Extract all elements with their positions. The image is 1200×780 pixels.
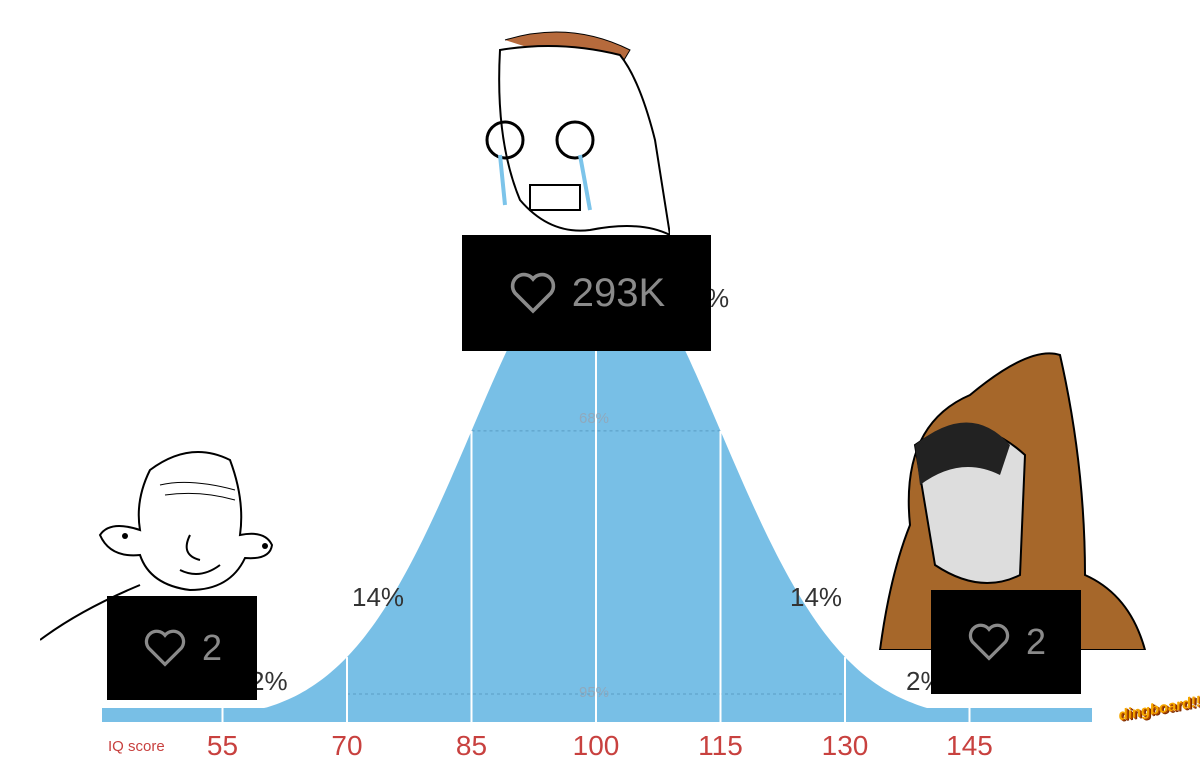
left-14-percent-label: 14% <box>352 582 405 612</box>
like-count: 293K <box>571 270 666 315</box>
95-percent-label: 95% <box>579 684 610 701</box>
x-tick-label: 130 <box>821 730 869 761</box>
like-badge-left: 2 <box>107 596 257 700</box>
right-character-drawing <box>878 352 1147 650</box>
x-tick-label: 100 <box>572 730 620 761</box>
x-tick-label: 145 <box>946 730 993 761</box>
right-14-percent-label: 14% <box>790 582 843 612</box>
like-count: 2 <box>1025 621 1047 662</box>
x-tick-label: 85 <box>455 730 488 761</box>
heart-icon <box>968 623 1010 661</box>
left-character-drawing <box>40 451 274 641</box>
center-top-percent-label: % <box>706 283 730 313</box>
like-badge-center: 293K <box>462 235 711 351</box>
x-tick-label: 115 <box>698 730 743 761</box>
x-axis-title: IQ score <box>108 738 165 755</box>
heart-icon <box>510 272 555 314</box>
heart-icon <box>144 629 186 667</box>
like-count: 2 <box>201 627 223 668</box>
center-character-drawing <box>485 31 670 237</box>
x-tick-label: 70 <box>331 730 363 761</box>
like-badge-right: 2 <box>931 590 1081 694</box>
x-tick-label: 55 <box>206 730 239 761</box>
68-percent-label: 68% <box>579 410 610 427</box>
